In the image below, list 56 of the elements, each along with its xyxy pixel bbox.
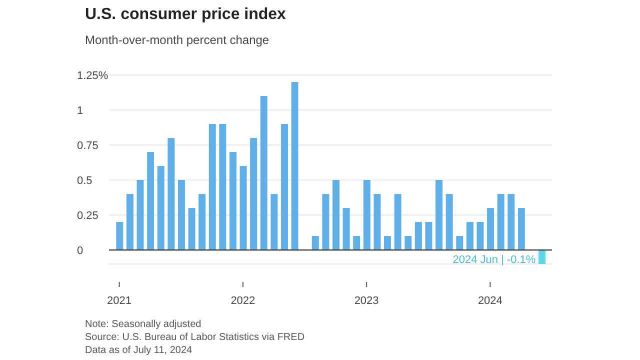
chart-subtitle: Month-over-month percent change: [85, 33, 270, 47]
bar: [229, 152, 236, 250]
text: Note: Seasonally adjusted: [85, 318, 202, 331]
bar: [208, 124, 216, 250]
annotation: 2024 Jun | -0.1%: [452, 254, 536, 266]
bar: [219, 124, 226, 250]
bar: [466, 222, 474, 250]
bar: [436, 180, 443, 250]
x-tick-label: 2024: [478, 295, 502, 307]
bar: [291, 82, 298, 250]
bar: [342, 208, 350, 250]
text: Data as of July 11, 2024: [85, 344, 194, 357]
bar: [497, 194, 504, 250]
bar: [394, 194, 402, 250]
bar: [332, 180, 340, 250]
bar: [250, 138, 258, 250]
x-tick-label: 2022: [230, 295, 256, 307]
bar: [260, 96, 268, 250]
bar: [518, 208, 525, 250]
bar: [353, 236, 360, 250]
x-tick-label: 2021: [107, 295, 132, 307]
bar: [270, 194, 278, 250]
bar: [508, 194, 515, 250]
bar: [168, 138, 175, 250]
y-tick-label: 0.5: [77, 175, 92, 187]
bar: [136, 180, 144, 250]
bar: [456, 236, 464, 250]
bar: [425, 222, 432, 250]
y-tick-label: 1.25%: [77, 70, 108, 82]
bar: [538, 250, 546, 264]
bar: [240, 166, 247, 250]
bar: [116, 222, 124, 250]
bar: [280, 124, 288, 250]
bar: [374, 194, 381, 250]
bar: [157, 166, 164, 250]
bar: [126, 194, 134, 250]
bar: [312, 236, 319, 250]
bar: [178, 180, 185, 250]
bar: [322, 194, 330, 250]
bar: [414, 222, 422, 250]
bar: [198, 194, 206, 250]
bar: [446, 194, 453, 250]
y-tick-label: 0.25: [77, 210, 98, 222]
source-note: Source: U.S. Bureau of Labor Statistics via FRED: [85, 331, 305, 344]
bar: [404, 236, 412, 250]
y-tick-label: 1: [77, 105, 84, 117]
y-tick-label: 0: [77, 245, 84, 257]
x-tick-label: 2023: [354, 295, 379, 307]
bar: [384, 236, 392, 250]
bar: [487, 208, 494, 250]
y-tick-label: 0.75: [77, 140, 98, 152]
bar: [188, 208, 196, 250]
bar: [147, 152, 154, 250]
bar: [363, 180, 370, 250]
chart-title: U.S. consumer price index: [85, 6, 286, 24]
bar: [476, 222, 484, 250]
